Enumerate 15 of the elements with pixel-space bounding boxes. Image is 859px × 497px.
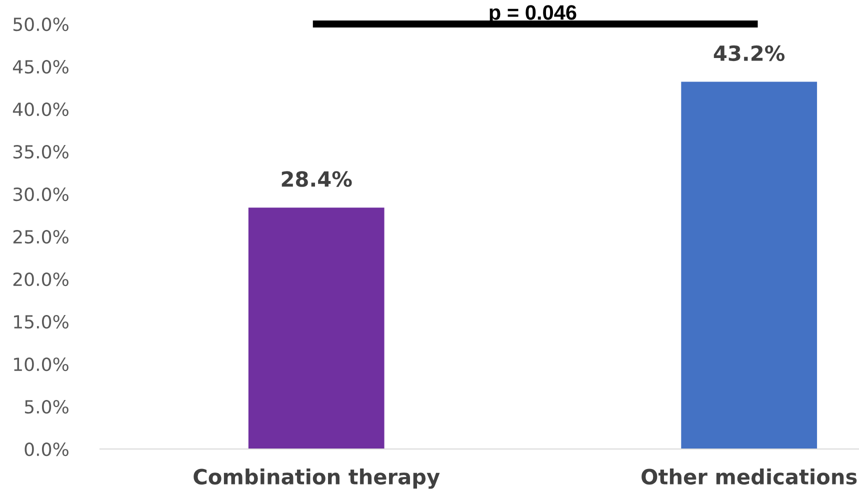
y-tick-label: 10.0% xyxy=(14,357,68,372)
y-tick-label: 45.0% xyxy=(12,60,68,74)
y-tick-label: 35.0% xyxy=(13,144,68,159)
y-tick-label: 0.0% xyxy=(24,442,68,456)
y-tick-label: 15.0% xyxy=(14,314,68,329)
y-tick-label: 40.0% xyxy=(12,102,68,116)
data-label: 28.4% xyxy=(282,171,352,187)
y-tick-label: 30.0% xyxy=(13,187,68,202)
y-tick-label: 20.0% xyxy=(13,272,68,286)
y-tick-label: 50.0% xyxy=(13,17,68,32)
y-tick-label: 5.0% xyxy=(24,400,68,414)
data-label: 43.2% xyxy=(714,45,785,62)
x-tick-label: Other medications xyxy=(642,468,857,485)
x-tick-label: Combination therapy xyxy=(194,468,440,489)
y-tick-label: 25.0% xyxy=(13,230,68,244)
